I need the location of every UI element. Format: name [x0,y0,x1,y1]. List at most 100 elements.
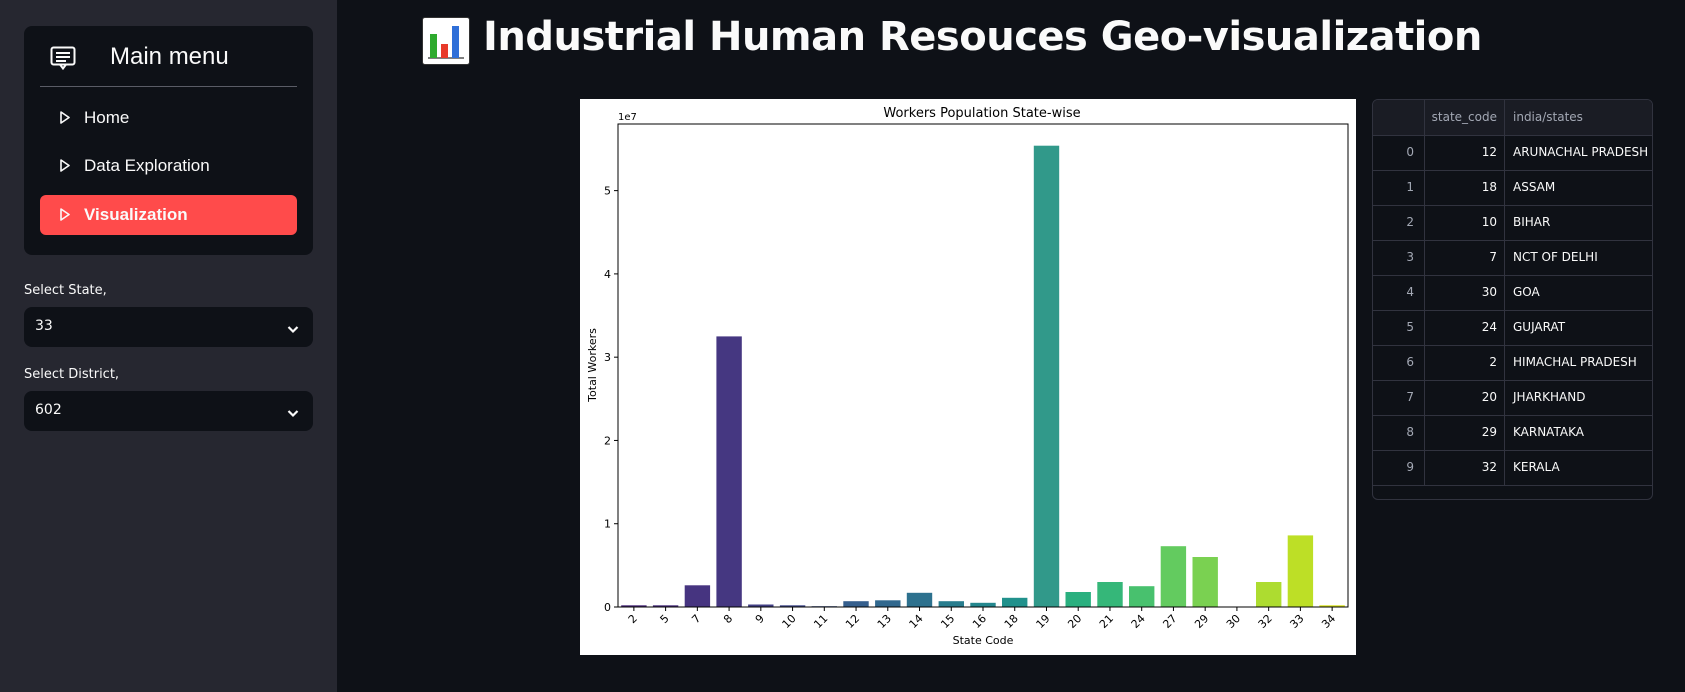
x-tick-label: 2 [626,612,640,626]
x-tick-label: 20 [1065,612,1084,631]
row-index-cell[interactable]: 6 [1373,345,1425,380]
x-tick-label: 14 [907,612,926,631]
row-index-cell[interactable]: 3 [1373,240,1425,275]
y-tick-label: 5 [604,185,611,198]
state-name-cell[interactable]: KARNATAKA [1513,425,1584,439]
state-code-cell[interactable]: 10 [1425,205,1505,240]
table-row[interactable]: 9 32 KERALA [1373,450,1652,486]
row-index-cell[interactable]: 1 [1373,170,1425,205]
column-header-india-states[interactable]: india/states [1513,110,1583,124]
row-index-cell[interactable]: 4 [1373,275,1425,310]
bar-32 [1256,582,1282,607]
x-tick-label: 15 [938,612,957,631]
x-tick-label: 19 [1034,612,1053,631]
row-index-cell[interactable]: 8 [1373,415,1425,450]
row-index-cell[interactable]: 2 [1373,205,1425,240]
state-name-cell[interactable]: NCT OF DELHI [1513,250,1598,264]
state-name-cell[interactable]: HIMACHAL PRADESH [1513,355,1637,369]
table-row[interactable]: 6 2 HIMACHAL PRADESH [1373,345,1652,381]
row-index-cell[interactable]: 7 [1373,380,1425,415]
menu-item-visualization[interactable]: Visualization [40,195,297,235]
bar-34 [1319,605,1345,607]
bar-18 [1002,597,1028,607]
bar-5 [652,605,679,607]
state-name-cell[interactable]: GUJARAT [1513,320,1566,334]
state-code-cell[interactable]: 29 [1425,415,1505,450]
state-code-cell[interactable]: 30 [1425,275,1505,310]
sidebar: Main menu Home Data Exploration Visualiz… [0,0,337,692]
state-name-cell[interactable]: ARUNACHAL PRADESH [1513,145,1649,159]
bar-chart-icon [422,17,470,65]
menu-item-home[interactable]: Home [40,98,297,138]
state-code-cell[interactable]: 32 [1425,450,1505,485]
menu-title: Main menu [110,43,229,70]
y-axis-label: Total Workers [586,328,599,403]
state-code-cell[interactable]: 18 [1425,170,1505,205]
table-row[interactable]: 1 18 ASSAM [1373,170,1652,206]
menu-list-icon [50,46,76,71]
x-tick-label: 30 [1224,612,1243,631]
table-row[interactable]: 4 30 GOA [1373,275,1652,311]
x-tick-label: 8 [721,612,735,626]
chart-scale-note: 1e7 [618,112,637,123]
table-row[interactable]: 2 10 BIHAR [1373,205,1652,241]
state-name-cell[interactable]: GOA [1513,285,1540,299]
bar-19 [1033,145,1060,607]
bars-group [621,145,1345,607]
select-state-value: 33 [35,318,53,334]
state-name-cell[interactable]: ASSAM [1513,180,1556,194]
table-row[interactable]: 7 20 JHARKHAND [1373,380,1652,416]
states-table[interactable]: state_code india/states 0 12 ARUNACHAL PRADE… [1372,99,1653,500]
x-tick-label: 24 [1129,612,1148,631]
x-tick-label: 29 [1192,612,1211,631]
x-tick-label: 10 [780,612,799,631]
row-index-cell[interactable]: 0 [1373,135,1425,170]
x-tick-label: 12 [843,612,862,631]
table-row[interactable]: 0 12 ARUNACHAL PRADESH [1373,135,1652,171]
state-code-cell[interactable]: 20 [1425,380,1505,415]
page-title-text: Industrial Human Resouces Geo-visualizat… [483,14,1482,60]
table-header-row: state_code india/states [1373,100,1652,136]
menu-item-label: Home [84,108,130,127]
state-code-cell[interactable]: 7 [1425,240,1505,275]
main-menu: Main menu Home Data Exploration Visualiz… [24,26,313,255]
chevron-down-icon [287,321,299,339]
state-name-cell[interactable]: JHARKHAND [1513,390,1586,404]
menu-item-data-exploration[interactable]: Data Exploration [40,146,297,186]
x-tick-label: 11 [811,612,830,631]
state-code-cell[interactable]: 2 [1425,345,1505,380]
y-tick-label: 0 [604,601,611,614]
bar-29 [1192,557,1218,607]
state-code-cell[interactable]: 24 [1425,310,1505,345]
bar-13 [875,600,901,607]
x-tick-label: 16 [970,612,989,631]
column-header-state-code[interactable]: state_code [1425,100,1505,135]
row-index-cell[interactable]: 9 [1373,450,1425,485]
select-district-label: Select District, [24,367,120,382]
menu-header: Main menu [40,26,297,87]
state-name-cell[interactable]: BIHAR [1513,215,1551,229]
x-tick-label: 34 [1319,612,1338,631]
x-ticks: 2 5 7 8 9 10 11 12 13 14 15 16 18 19 20 21 24 27 29 30 32 33 3… [626,607,1338,631]
table-row[interactable]: 3 7 NCT OF DELHI [1373,240,1652,276]
bar-24 [1129,586,1155,607]
menu-item-label: Data Exploration [84,156,210,175]
state-code-cell[interactable]: 12 [1425,135,1505,170]
table-row[interactable]: 8 29 KARNATAKA [1373,415,1652,451]
select-state-dropdown[interactable]: 33 [24,307,313,347]
select-district-dropdown[interactable]: 602 [24,391,313,431]
x-tick-label: 13 [875,612,894,631]
column-header-index[interactable] [1373,100,1425,135]
x-tick-label: 7 [689,612,703,626]
table-row[interactable]: 5 24 GUJARAT [1373,310,1652,346]
plot-frame [617,123,1349,608]
x-tick-label: 9 [753,612,767,626]
x-tick-label: 21 [1097,612,1116,631]
select-state-label: Select State, [24,283,107,298]
bar-21 [1097,582,1123,607]
state-name-cell[interactable]: KERALA [1513,460,1560,474]
row-index-cell[interactable]: 5 [1373,310,1425,345]
bar-27 [1160,546,1187,607]
bar-12 [843,601,869,607]
